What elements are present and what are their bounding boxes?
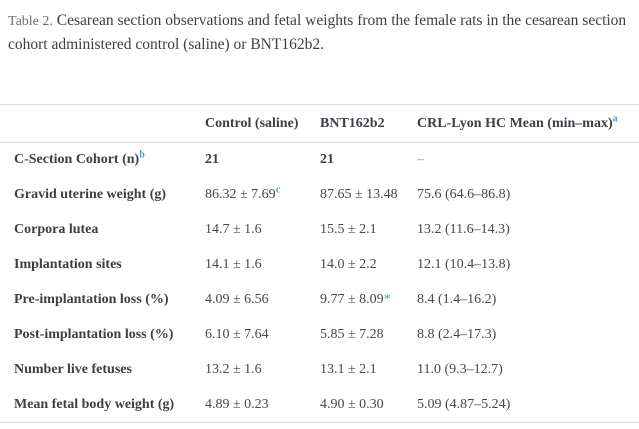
table-caption-label: Table 2. [8, 14, 53, 29]
table-row: Implantation sites 14.1 ± 1.6 14.0 ± 2.2… [0, 248, 639, 283]
row-label: Corpora lutea [14, 222, 99, 237]
table-caption: Table 2. Cesarean section observations a… [0, 0, 639, 56]
row-label: Pre-implantation loss (%) [14, 292, 169, 307]
header-control: Control (saline) [205, 104, 320, 143]
cell-control: 4.09 ± 6.56 [205, 292, 269, 307]
cell-hc-mean: 75.6 (64.6–86.8) [417, 187, 511, 202]
significance-asterisk: * [383, 292, 391, 307]
row-label: Post-implantation loss (%) [14, 327, 174, 342]
cell-bnt162b2: 21 [320, 152, 334, 168]
cell-control: 14.1 ± 1.6 [205, 257, 262, 272]
footnote-marker-a: a [612, 112, 618, 124]
header-empty-cell [0, 104, 205, 143]
cell-hc-mean: 8.4 (1.4–16.2) [417, 292, 497, 307]
cell-bnt162b2: 13.1 ± 2.1 [320, 362, 377, 377]
cell-control: 13.2 ± 1.6 [205, 362, 262, 377]
table-row: Number live fetuses 13.2 ± 1.6 13.1 ± 2.… [0, 353, 639, 388]
cell-hc-mean: 13.2 (11.6–14.3) [417, 222, 510, 237]
header-bnt162b2-label: BNT162b2 [320, 115, 385, 131]
cell-control: 6.10 ± 7.64 [205, 327, 269, 342]
table-caption-text: Cesarean section observations and fetal … [8, 12, 627, 53]
cell-hc-mean: 12.1 (10.4–13.8) [417, 257, 511, 272]
cell-bnt162b2: 5.85 ± 7.28 [320, 327, 384, 342]
row-label: Number live fetuses [14, 362, 132, 377]
header-crl-lyon: CRL-Lyon HC Mean (min–max)a [417, 104, 639, 143]
table-row: Post-implantation loss (%) 6.10 ± 7.64 5… [0, 318, 639, 353]
table-row: Gravid uterine weight (g) 86.32 ± 7.69c … [0, 178, 639, 213]
row-label: Mean fetal body weight (g) [14, 396, 175, 412]
cell-hc-mean: 5.09 (4.87–5.24) [417, 396, 511, 412]
row-label: Implantation sites [14, 257, 122, 272]
header-control-label: Control (saline) [205, 115, 299, 131]
cell-bnt162b2: 15.5 ± 2.1 [320, 222, 377, 237]
cell-control: 21 [205, 152, 219, 168]
table-row: Mean fetal body weight (g) 4.89 ± 0.23 4… [0, 388, 639, 423]
footnote-marker-b: b [139, 149, 145, 161]
cell-control: 86.32 ± 7.69c [205, 184, 281, 202]
table-body: C-Section Cohort (n)b 21 21 – Gravid ute… [0, 143, 639, 423]
table-row: C-Section Cohort (n)b 21 21 – [0, 143, 639, 178]
table-row: Corpora lutea 14.7 ± 1.6 15.5 ± 2.1 13.2… [0, 213, 639, 248]
cell-bnt162b2: 4.90 ± 0.30 [320, 396, 384, 412]
cell-hc-mean: 8.8 (2.4–17.3) [417, 327, 497, 342]
cell-hc-mean: – [417, 152, 424, 168]
table-header: Control (saline) BNT162b2 CRL-Lyon HC Me… [0, 104, 639, 143]
cell-bnt162b2: 14.0 ± 2.2 [320, 257, 377, 272]
cell-control: 4.89 ± 0.23 [205, 396, 269, 412]
cell-hc-mean: 11.0 (9.3–12.7) [417, 362, 503, 377]
header-crl-lyon-label: CRL-Lyon HC Mean (min–max) [417, 115, 613, 131]
row-label: Gravid uterine weight (g) [14, 187, 167, 202]
cell-bnt162b2: 9.77 ± 8.09* [320, 292, 391, 307]
cell-control: 14.7 ± 1.6 [205, 222, 262, 237]
row-label: C-Section Cohort (n)b [14, 149, 145, 168]
header-bnt162b2: BNT162b2 [320, 104, 417, 143]
table-row: Pre-implantation loss (%) 4.09 ± 6.56 9.… [0, 283, 639, 318]
footnote-marker-c: c [275, 184, 281, 196]
header-row: Control (saline) BNT162b2 CRL-Lyon HC Me… [0, 104, 639, 143]
cesarean-observations-table: Control (saline) BNT162b2 CRL-Lyon HC Me… [0, 104, 639, 423]
cell-bnt162b2: 87.65 ± 13.48 [320, 187, 398, 202]
